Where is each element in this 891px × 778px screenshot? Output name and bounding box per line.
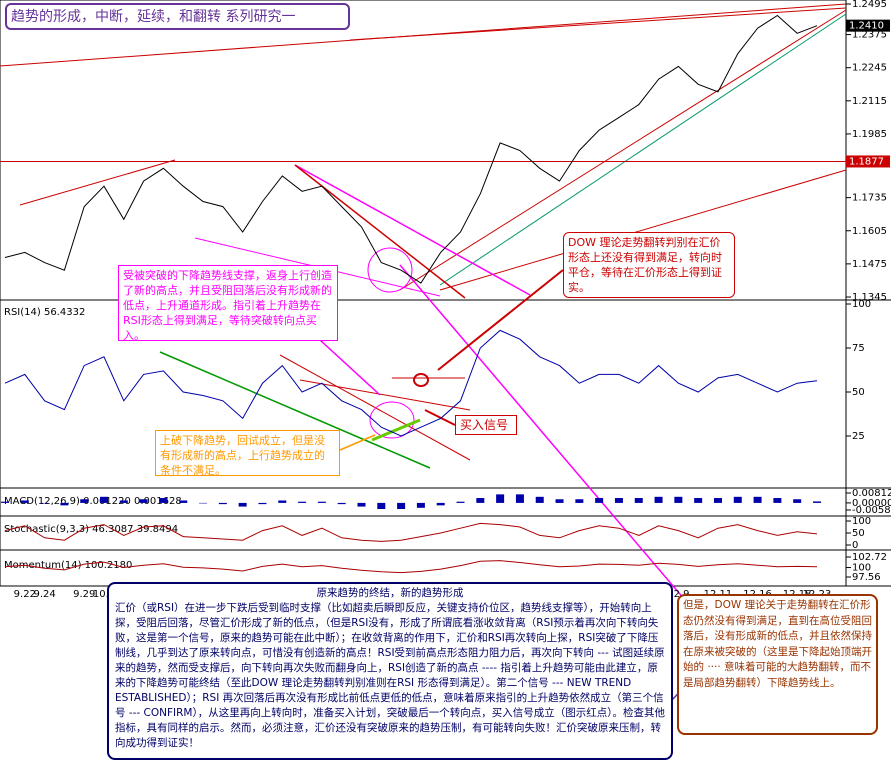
- y-tick-label: 100: [852, 516, 871, 527]
- histogram-bar: [100, 496, 109, 503]
- buy-signal: 买入信号: [455, 415, 517, 435]
- y-tick-label: 1.2495: [852, 0, 887, 10]
- histogram-bar: [119, 500, 128, 503]
- panel-header: MACD(12,26,9) 0.001220 0.001628: [4, 496, 182, 507]
- price-label: 1.1877: [849, 156, 884, 167]
- histogram-bar: [713, 498, 722, 503]
- dow-note: DOW 理论走势翻转判别在汇价形态上还没有得到满足，转向时平仓，等待在汇价形态上…: [563, 232, 735, 298]
- y-tick-label: 1.1605: [852, 226, 887, 237]
- summary-text: 汇价（或RSI）在进一步下跌后受到临时支撑（比如超卖后瞬即反应，关键支持价位区，…: [115, 602, 665, 749]
- y-tick-label: 1.2245: [852, 63, 887, 74]
- histogram-bar: [634, 498, 643, 503]
- price-label: 1.2410: [849, 21, 884, 32]
- histogram-bar: [674, 496, 683, 503]
- histogram-bar: [476, 498, 485, 503]
- histogram-bar: [20, 500, 29, 503]
- histogram-bar: [614, 498, 623, 503]
- trend-lines: [0, 3, 847, 701]
- y-tick-label: -0.00581: [852, 505, 891, 516]
- panel-header: Momentum(14) 100.2180: [4, 560, 132, 571]
- page-title: 趋势的形成，中断，延续，和翻转 系列研究一: [5, 3, 350, 30]
- y-tick-label: 50: [852, 387, 865, 398]
- price-box: [846, 19, 890, 32]
- histogram-bar: [793, 499, 802, 503]
- y-tick-label: 25: [852, 431, 865, 442]
- histogram-bar: [357, 502, 366, 507]
- summary-title: 原来趋势的终结，新的趋势形成: [316, 587, 464, 599]
- histogram-bar: [40, 502, 49, 504]
- y-tick-label: 0.00000: [852, 498, 891, 509]
- histogram-bar: [416, 502, 425, 508]
- histogram-bar: [535, 496, 544, 503]
- histogram-bar: [199, 502, 208, 504]
- summary-box: 原来趋势的终结，新的趋势形成 汇价（或RSI）在进一步下跌后受到临时支撑（比如超…: [107, 582, 673, 760]
- histogram-bar: [575, 499, 584, 503]
- x-tick-label: 10.2: [93, 589, 115, 600]
- histogram-bar: [496, 494, 505, 503]
- histogram-bar: [258, 502, 267, 505]
- histogram-bar: [298, 501, 307, 503]
- histogram-bar: [238, 502, 247, 507]
- histogram-bar: [733, 496, 742, 503]
- retest-note: 上破下降趋势，回试成立，但是没有形成新的高点，上行趋势成立的条件不满足。: [155, 430, 340, 477]
- x-tick-label: 9.24: [33, 589, 55, 600]
- histogram-bar: [159, 498, 168, 503]
- histogram-bar: [1, 501, 9, 503]
- histogram-bar: [179, 500, 188, 503]
- y-tick-label: 1.1345: [852, 292, 887, 303]
- panel-header: RSI(14) 56.4332: [4, 307, 85, 318]
- y-tick-label: 75: [852, 343, 865, 354]
- histogram-bar: [555, 499, 564, 503]
- series-line: [4, 329, 818, 437]
- price-box: [846, 155, 890, 168]
- series-line: [4, 560, 818, 574]
- histogram-bar: [654, 496, 663, 503]
- histogram-bar: [80, 499, 89, 503]
- histogram-bar: [218, 502, 227, 505]
- y-tick-label: 100: [852, 299, 871, 310]
- y-tick-label: 1.1475: [852, 259, 887, 270]
- y-tick-label: 1.2115: [852, 96, 887, 107]
- histogram-bar: [278, 500, 287, 503]
- y-tick-label: 100: [852, 563, 871, 574]
- caveat-box: 但是，DOW 理论关于走势翻转在汇价形态仍然没有得到满足，直到在高位受阻回落后，…: [677, 594, 878, 735]
- panel-header: Stochastic(9,3,3) 46.3087 39.8494: [4, 524, 178, 535]
- histogram-bar: [456, 501, 465, 503]
- x-tick-label: 9.22: [14, 589, 36, 600]
- histogram-bar: [436, 502, 445, 506]
- support-note: 受被突破的下降趋势线支撑，返身上行创造了新的高点，并且受阻回落后没有形成新的低点…: [118, 265, 338, 342]
- histogram-bar: [377, 502, 386, 510]
- histogram-bar: [139, 499, 148, 503]
- series-line: [4, 14, 818, 284]
- histogram-bar: [753, 496, 762, 503]
- y-tick-label: 50: [852, 528, 865, 539]
- y-tick-label: 0: [852, 540, 858, 551]
- y-tick-label: 97.56: [852, 572, 881, 583]
- histogram-bar: [60, 502, 69, 506]
- x-tick-label: 9.29: [73, 589, 95, 600]
- histogram-bar: [694, 498, 703, 503]
- histogram-bar: [595, 498, 604, 503]
- histogram-bar: [397, 502, 406, 510]
- y-tick-label: 0.00812: [852, 488, 891, 499]
- histogram-bar: [813, 501, 821, 503]
- histogram-bar: [773, 498, 782, 503]
- histogram-bar: [337, 502, 346, 505]
- y-tick-label: 1.2375: [852, 30, 887, 41]
- y-tick-label: 1.1735: [852, 193, 887, 204]
- x-tick-label: 12.9: [667, 589, 689, 600]
- y-tick-label: 1.1985: [852, 129, 887, 140]
- histogram-bar: [515, 494, 524, 503]
- y-tick-label: 102.72: [852, 552, 887, 563]
- series-line: [4, 522, 818, 542]
- histogram-bar: [317, 501, 326, 503]
